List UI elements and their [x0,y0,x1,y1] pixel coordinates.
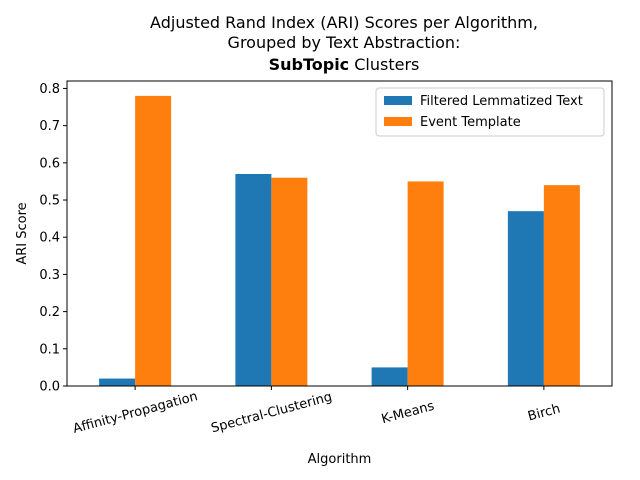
y-axis-label: ARI Score [15,202,30,264]
x-tick-label: Affinity-Propagation [71,389,199,437]
x-axis-ticks: Affinity-Propagation Spectral-Clustering K… [71,386,562,437]
y-tick-label: 0.7 [39,119,60,134]
bar-k-means-series-1 [407,181,444,386]
legend-label-0: Filtered Lemmatized Text [420,94,583,109]
chart-title-bold: SubTopic [269,55,350,74]
bar-affinity-propagation-series-1 [135,95,172,386]
x-tick-label: Birch [526,402,562,425]
chart-title-line-2: Grouped by Text Abstraction: [228,33,461,52]
bar-affinity-propagation-series-0 [99,378,136,386]
chart-title-rest: Clusters [349,55,419,74]
bar-spectral-clustering-series-0 [235,173,272,386]
x-axis-label: Algorithm [308,452,372,467]
y-axis-ticks: 0.0 0.1 0.2 0.3 0.4 0.5 0.6 0.7 0.8 [39,82,67,395]
y-tick-label: 0.8 [39,82,60,97]
bar-birch-series-1 [543,185,580,386]
y-tick-label: 0.3 [39,268,60,283]
y-tick-label: 0.2 [39,305,60,320]
legend-swatch-1 [384,117,412,126]
chart-title-line-3: SubTopic Clusters [269,55,420,74]
y-tick-label: 0.4 [39,231,60,246]
bar-spectral-clustering-series-1 [271,177,308,386]
legend-label-1: Event Template [420,115,521,130]
legend-swatch-0 [384,96,412,105]
x-tick-label: K-Means [380,399,436,428]
y-tick-label: 0.1 [39,342,60,357]
bar-k-means-series-0 [371,367,408,386]
axes-frame [66,80,613,387]
bar-birch-series-0 [507,211,544,386]
bars [99,95,580,386]
chart-title-line-1: Adjusted Rand Index (ARI) Scores per Alg… [150,13,538,32]
chart-title: Adjusted Rand Index (ARI) Scores per Alg… [150,13,538,74]
y-tick-label: 0.5 [39,194,60,209]
x-tick-label: Spectral-Clustering [210,390,334,437]
y-tick-label: 0.6 [39,156,60,171]
legend-box [375,87,605,137]
legend: Filtered Lemmatized Text Event Template [375,87,605,137]
y-tick-label: 0.0 [39,380,60,395]
